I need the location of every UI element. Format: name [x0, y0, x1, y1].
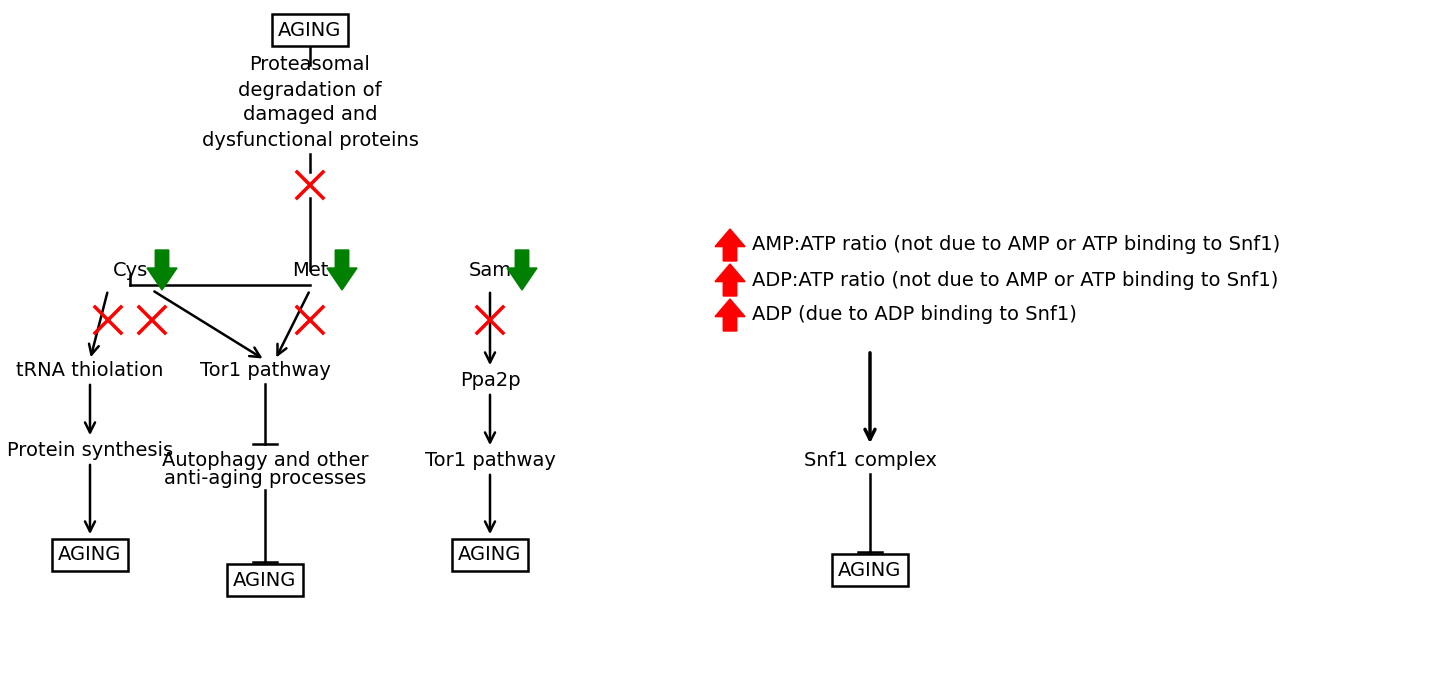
Text: Snf1 complex: Snf1 complex	[804, 451, 936, 469]
Polygon shape	[716, 229, 744, 261]
Text: Proteasomal: Proteasomal	[249, 56, 370, 74]
Text: ADP:ATP ratio (not due to AMP or ATP binding to Snf1): ADP:ATP ratio (not due to AMP or ATP bin…	[752, 271, 1279, 289]
Polygon shape	[507, 250, 537, 290]
Text: Cys: Cys	[112, 260, 148, 280]
Polygon shape	[716, 299, 744, 331]
Text: Tor1 pathway: Tor1 pathway	[425, 451, 556, 469]
Text: AGING: AGING	[838, 561, 901, 580]
Text: Sam: Sam	[468, 260, 511, 280]
Text: degradation of: degradation of	[238, 80, 382, 100]
Text: tRNA thiolation: tRNA thiolation	[16, 361, 164, 379]
Text: AMP:ATP ratio (not due to AMP or ATP binding to Snf1): AMP:ATP ratio (not due to AMP or ATP bin…	[752, 236, 1280, 254]
Text: Protein synthesis: Protein synthesis	[7, 440, 173, 460]
Polygon shape	[327, 250, 357, 290]
Text: Met: Met	[292, 260, 328, 280]
Text: AGING: AGING	[278, 21, 341, 39]
Polygon shape	[147, 250, 177, 290]
Polygon shape	[716, 264, 744, 296]
Text: Ppa2p: Ppa2p	[459, 370, 520, 390]
Text: damaged and: damaged and	[243, 106, 377, 124]
Text: Autophagy and other: Autophagy and other	[161, 451, 369, 469]
Text: AGING: AGING	[458, 545, 521, 565]
Text: anti-aging processes: anti-aging processes	[164, 469, 366, 488]
Text: ADP (due to ADP binding to Snf1): ADP (due to ADP binding to Snf1)	[752, 306, 1077, 324]
Text: Tor1 pathway: Tor1 pathway	[200, 361, 330, 379]
Text: AGING: AGING	[58, 545, 122, 565]
Text: AGING: AGING	[233, 570, 297, 589]
Text: dysfunctional proteins: dysfunctional proteins	[202, 131, 419, 150]
